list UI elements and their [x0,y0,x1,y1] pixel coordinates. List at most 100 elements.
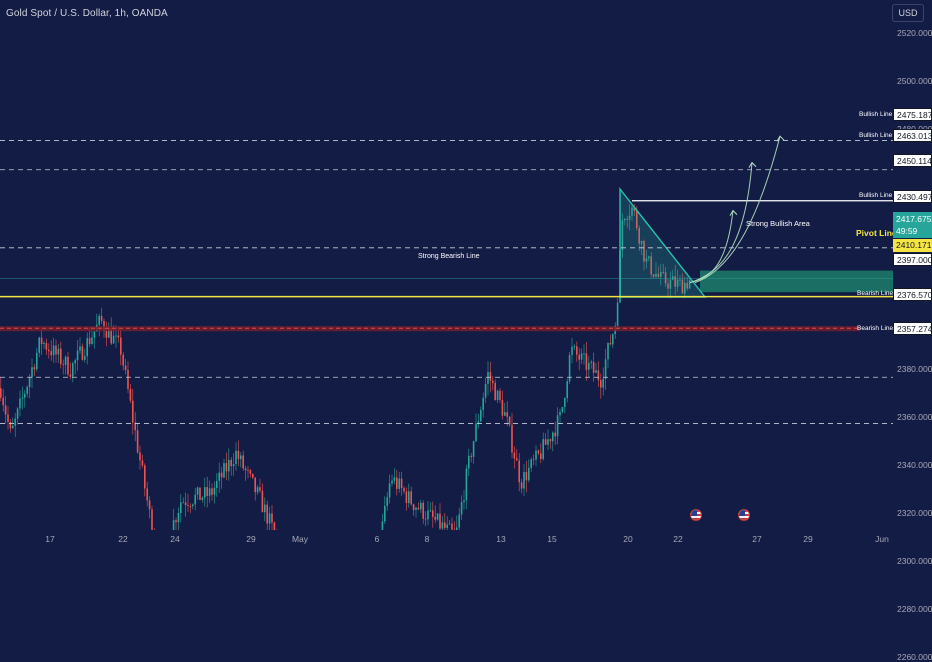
candle-body [504,412,506,416]
candle-body [499,391,501,400]
candle-body [557,415,559,436]
forecast-arrow [695,136,780,282]
strong-bearish-line-label: Strong Bearish Line [418,253,479,260]
candle-body [62,364,64,365]
chart-area[interactable] [0,0,893,530]
candle-body [0,388,2,398]
candle-body [218,473,220,481]
price-tick-label: 2380.000 [897,364,932,374]
candle-body [240,455,242,459]
candle-body [252,474,254,478]
candle-body [34,367,36,369]
time-tick-label: 22 [118,534,127,544]
time-tick-label: May [292,534,308,544]
time-tick-label: 27 [752,534,761,544]
candle-body [55,346,57,355]
forecast-arrow [690,163,752,283]
symbol-title[interactable]: Gold Spot / U.S. Dollar, 1h, OANDA [6,8,168,19]
candle-body [559,412,561,415]
candle-body [478,421,480,423]
candle-body [206,487,208,496]
candle-body [418,508,420,509]
candle-body [101,316,103,321]
candle-body [542,439,544,459]
price-tick-label: 2520.000 [897,28,932,38]
candle-body [22,398,24,399]
candle-body [204,487,206,497]
candle-body [487,372,489,384]
candle-body [266,505,268,524]
candle-body [221,473,223,478]
candle-body [36,353,38,369]
candle-body [79,346,81,350]
candle-body [228,460,230,472]
candle-body [67,357,69,375]
candle-body [586,353,588,369]
candle-body [187,505,189,506]
candle-body [60,349,62,365]
price-tag-bullish-3: 2430.497 [893,190,932,203]
candle-body [526,472,528,480]
price-tag-bearish-1: 2376.570 [893,288,932,301]
candle-body [444,522,446,527]
time-tick-label: 13 [496,534,505,544]
bullish-line-label: Bullish Line [859,132,892,140]
candle-body [216,481,218,488]
candle-body [149,500,151,509]
candle-body [185,502,187,505]
price-tag-strong-bearish: 2397.000 [893,253,932,266]
candle-body [197,487,199,494]
candle-body [173,520,175,530]
candle-body [226,463,228,471]
candle-body [118,336,120,338]
bearish-line-label: Bearish Line [857,290,893,298]
candle-body [199,487,201,499]
price-tick-label: 2320.000 [897,508,932,518]
currency-button[interactable]: USD [892,4,924,22]
candle-body [139,452,141,460]
candle-body [545,439,547,445]
candle-body [509,417,511,425]
candle-body [480,410,482,421]
candle-body [178,513,180,522]
price-tag-bullish-2: 2463.013 [893,129,932,142]
bar-countdown: 49:59 [896,225,932,237]
candle-body [259,487,261,491]
triangle-pattern [620,189,705,297]
candle-body [386,497,388,506]
price-tick-label: 2280.000 [897,604,932,614]
chart-canvas[interactable] [0,0,893,530]
candle-body [223,463,225,477]
candle-body [144,465,146,488]
candle-body [382,521,384,530]
candle-body [468,456,470,469]
candle-body [574,346,576,347]
calendar-us-flag-icon[interactable] [690,509,702,521]
candle-body [72,363,74,376]
candle-body [175,520,177,522]
candle-body [432,510,434,517]
candle-body [254,478,256,493]
candle-body [576,346,578,354]
candle-body [511,425,513,453]
current-price-tag: 2417.675 49:59 [893,212,932,238]
candle-body [516,458,518,460]
candle-body [588,363,590,370]
candle-body [593,362,595,373]
candle-body [482,398,484,410]
time-tick-label: 20 [623,534,632,544]
candle-body [550,439,552,441]
candle-body [605,359,607,379]
candle-body [540,453,542,459]
price-tag-resistance: 2450.114 [893,154,932,167]
candle-body [564,398,566,407]
current-price: 2417.675 [896,213,932,225]
calendar-us-flag-icon[interactable] [738,509,750,521]
candle-body [398,479,400,489]
candle-body [590,362,592,363]
candle-body [521,482,523,488]
candle-body [422,503,424,519]
candle-body [182,502,184,503]
price-tick-label: 2500.000 [897,76,932,86]
